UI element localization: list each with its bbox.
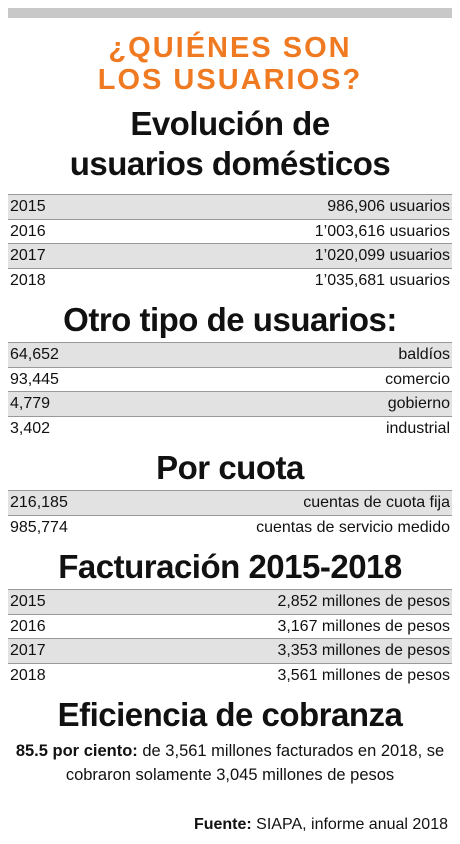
cell-left: 93,445	[10, 370, 59, 388]
paragraph: 85.5 por ciento: de 3,561 millones factu…	[0, 739, 460, 787]
cell-left: 2017	[10, 247, 46, 264]
table-row: 2018 1’035,681 usuarios	[8, 267, 452, 293]
table: 64,652 baldíos 93,445 comercio 4,779 gobierno…	[8, 342, 452, 440]
table-row: 3,402 industrial	[8, 415, 452, 441]
source-text: SIAPA, informe anual 2018	[256, 816, 448, 833]
cell-right: baldíos	[398, 346, 450, 363]
heading-line: Por cuota	[156, 449, 304, 486]
table-row: 64,652 baldíos	[8, 342, 452, 367]
cell-left: 2016	[10, 222, 46, 240]
paragraph-text: de 3,561 millones facturados en 2018, se…	[65, 742, 445, 784]
section-heading: Eficiencia de cobranza	[0, 695, 460, 735]
heading-line: Facturación 2015-2018	[58, 548, 402, 585]
cell-right: 1’003,616 usuarios	[314, 222, 450, 240]
table: 2015 2,852 millones de pesos 2016 3,167 mil…	[8, 589, 452, 687]
cell-left: 2015	[10, 198, 46, 215]
cell-right: 1’035,681 usuarios	[314, 271, 450, 289]
table-row: 2015 986,906 usuarios	[8, 194, 452, 219]
infographic: ¿QUIÉNES SON LOS USUARIOS? Evolución de usu…	[0, 8, 460, 844]
section: Evolución de usuarios domésticos 2015 986,9…	[0, 104, 460, 292]
section-heading: Facturación 2015-2018	[0, 547, 460, 587]
title-line: ¿QUIÉNES SON	[108, 32, 352, 64]
table-row: 93,445 comercio	[8, 366, 452, 392]
table: 216,185 cuentas de cuota fija 985,774 cuent…	[8, 490, 452, 539]
table-row: 2017 1’020,099 usuarios	[8, 243, 452, 268]
section: Por cuota 216,185 cuentas de cuota fija 985…	[0, 448, 460, 539]
cell-right: 2,852 millones de pesos	[277, 593, 450, 610]
cell-right: 1’020,099 usuarios	[314, 247, 450, 264]
cell-right: 986,906 usuarios	[327, 198, 450, 215]
source: Fuente: SIAPA, informe anual 2018	[0, 813, 460, 837]
cell-left: 2015	[10, 593, 46, 610]
section: Facturación 2015-2018 2015 2,852 millones …	[0, 547, 460, 687]
cell-left: 2016	[10, 617, 46, 635]
cell-right: 3,561 millones de pesos	[277, 666, 450, 684]
section-heading: Otro tipo de usuarios:	[0, 300, 460, 340]
cell-right: comercio	[385, 370, 450, 388]
cell-left: 64,652	[10, 346, 59, 363]
cell-left: 2017	[10, 642, 46, 659]
table-row: 216,185 cuentas de cuota fija	[8, 490, 452, 515]
table-row: 2016 3,167 millones de pesos	[8, 613, 452, 639]
cell-right: gobierno	[387, 395, 450, 412]
cell-left: 2018	[10, 666, 46, 684]
title-line: LOS USUARIOS?	[97, 64, 363, 96]
table-row: 2017 3,353 millones de pesos	[8, 638, 452, 663]
heading-line: Evolución de	[130, 105, 330, 142]
table-row: 985,774 cuentas de servicio medido	[8, 514, 452, 540]
cell-left: 985,774	[10, 518, 68, 536]
source-label: Fuente:	[193, 816, 252, 833]
cell-right: industrial	[385, 419, 450, 437]
table-row: 2018 3,561 millones de pesos	[8, 662, 452, 688]
cell-right: 3,167 millones de pesos	[277, 617, 450, 635]
section-heading: Por cuota	[0, 448, 460, 488]
cell-left: 3,402	[10, 419, 51, 437]
table-row: 2016 1’003,616 usuarios	[8, 218, 452, 244]
section-heading: Evolución de usuarios domésticos	[0, 104, 460, 184]
paragraph-lead: 85.5 por ciento:	[15, 742, 138, 760]
cell-left: 2018	[10, 271, 46, 289]
cell-left: 216,185	[10, 494, 68, 511]
cell-right: 3,353 millones de pesos	[277, 642, 450, 659]
cell-left: 4,779	[10, 395, 51, 412]
cell-right: cuentas de cuota fija	[303, 494, 450, 511]
cell-right: cuentas de servicio medido	[256, 518, 450, 536]
heading-line: Eficiencia de cobranza	[57, 696, 403, 733]
table: 2015 986,906 usuarios 2016 1’003,616 usuari…	[8, 194, 452, 292]
title: ¿QUIÉNES SON LOS USUARIOS?	[0, 32, 460, 96]
section: Otro tipo de usuarios: 64,652 baldíos 93,44…	[0, 300, 460, 440]
heading-line: Otro tipo de usuarios:	[63, 301, 397, 338]
top-bar	[8, 8, 452, 18]
heading-line: usuarios domésticos	[69, 145, 391, 182]
table-row: 4,779 gobierno	[8, 391, 452, 416]
section: Eficiencia de cobranza	[0, 695, 460, 735]
table-row: 2015 2,852 millones de pesos	[8, 589, 452, 614]
